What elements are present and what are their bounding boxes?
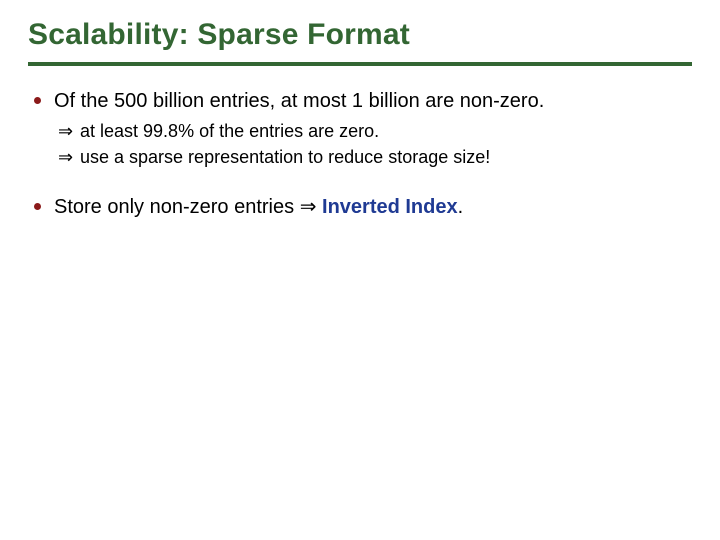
bullet-2: Store only non-zero entries ⇒ Inverted I… bbox=[28, 194, 692, 221]
implies-icon: ⇒ bbox=[300, 196, 317, 218]
bullet-2-text-pre: Store only non-zero entries bbox=[54, 196, 300, 218]
sub-bullet-1-1: ⇒ at least 99.8% of the entries are zero… bbox=[28, 119, 692, 143]
slide: Scalability: Sparse Format Of the 500 bi… bbox=[0, 0, 720, 540]
title-underline bbox=[28, 62, 692, 66]
sub-bullet-1-1-text: at least 99.8% of the entries are zero. bbox=[80, 121, 379, 141]
spacer bbox=[28, 172, 692, 194]
sub-bullet-1-2: ⇒ use a sparse representation to reduce … bbox=[28, 145, 692, 169]
bullet-dot-icon bbox=[34, 203, 41, 210]
sub-bullet-1-2-text: use a sparse representation to reduce st… bbox=[80, 147, 490, 167]
slide-title: Scalability: Sparse Format bbox=[28, 18, 692, 52]
implies-icon: ⇒ bbox=[58, 119, 73, 143]
bullet-1-text: Of the 500 billion entries, at most 1 bi… bbox=[54, 90, 544, 112]
slide-body: Of the 500 billion entries, at most 1 bi… bbox=[28, 88, 692, 221]
bullet-2-text-post: . bbox=[458, 196, 464, 218]
bullet-1: Of the 500 billion entries, at most 1 bi… bbox=[28, 88, 692, 115]
bullet-2-emph: Inverted Index bbox=[322, 196, 458, 218]
implies-icon: ⇒ bbox=[58, 145, 73, 169]
bullet-dot-icon bbox=[34, 97, 41, 104]
